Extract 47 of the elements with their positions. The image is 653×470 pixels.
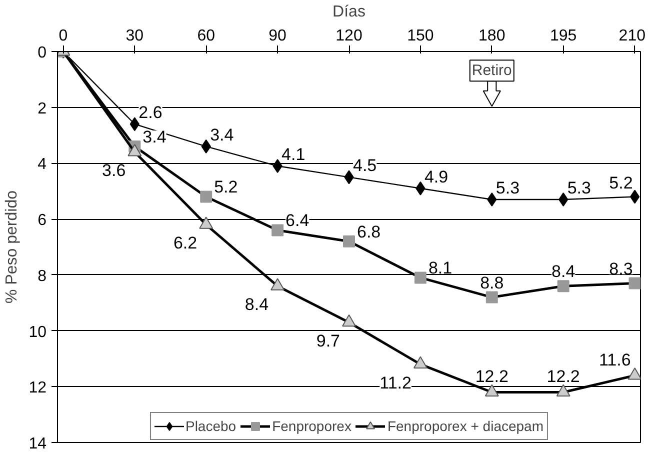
y-tick-label: 4 bbox=[38, 156, 47, 174]
data-label: 6.8 bbox=[357, 222, 381, 242]
data-label: 4.1 bbox=[282, 145, 306, 164]
x-tick-label: 210 bbox=[618, 28, 646, 44]
data-label: 4.5 bbox=[353, 156, 377, 176]
x-tick-label: 30 bbox=[126, 28, 144, 44]
data-label: 11.2 bbox=[380, 373, 412, 392]
legend-label: Placebo bbox=[185, 418, 236, 434]
legend-label: Fenproporex bbox=[272, 418, 352, 434]
x-tick-label: 195 bbox=[550, 28, 577, 44]
x-tick-label: 150 bbox=[407, 28, 434, 44]
x-tick-label: 180 bbox=[478, 28, 506, 44]
data-label: 12.2 bbox=[475, 367, 508, 386]
data-label: 5.3 bbox=[567, 178, 591, 198]
y-tick-label: 6 bbox=[38, 212, 47, 230]
data-label: 8.4 bbox=[552, 262, 576, 282]
y-axis-title: % Peso perdido bbox=[4, 190, 21, 304]
data-label: 6.2 bbox=[173, 234, 198, 253]
data-label: 9.7 bbox=[316, 331, 340, 350]
x-tick-label: 90 bbox=[268, 28, 287, 44]
y-tick-label: 12 bbox=[28, 380, 47, 397]
y-tick-label: 10 bbox=[28, 324, 47, 341]
data-label: 3.4 bbox=[210, 125, 234, 144]
x-axis-title: Días bbox=[332, 4, 366, 20]
annotation: Retiro bbox=[472, 62, 512, 80]
y-tick-label: 0 bbox=[38, 44, 47, 62]
data-label: 11.6 bbox=[598, 350, 631, 370]
x-tick-label: 0 bbox=[58, 28, 68, 44]
y-tick-label: 2 bbox=[38, 100, 47, 118]
data-label: 8.4 bbox=[244, 295, 269, 314]
data-label: 8.3 bbox=[609, 259, 633, 278]
data-label: 5.2 bbox=[214, 178, 238, 197]
data-label: 3.6 bbox=[102, 161, 126, 180]
data-label: 8.8 bbox=[480, 273, 504, 292]
data-label: 6.4 bbox=[286, 211, 310, 230]
data-label: 5.2 bbox=[609, 174, 633, 193]
data-label: 4.9 bbox=[424, 167, 448, 186]
y-tick-label: 14 bbox=[28, 436, 47, 452]
x-tick-label: 120 bbox=[336, 28, 362, 44]
y-tick-label: 8 bbox=[38, 268, 47, 285]
x-tick-label: 60 bbox=[197, 28, 216, 44]
data-label: 3.4 bbox=[142, 127, 166, 146]
data-label: 5.3 bbox=[496, 178, 520, 198]
data-label: 12.2 bbox=[546, 367, 580, 386]
legend-label: Fenproporex + diacepam bbox=[387, 418, 544, 434]
data-label: 2.6 bbox=[138, 103, 162, 122]
data-label: 8.1 bbox=[428, 258, 452, 278]
